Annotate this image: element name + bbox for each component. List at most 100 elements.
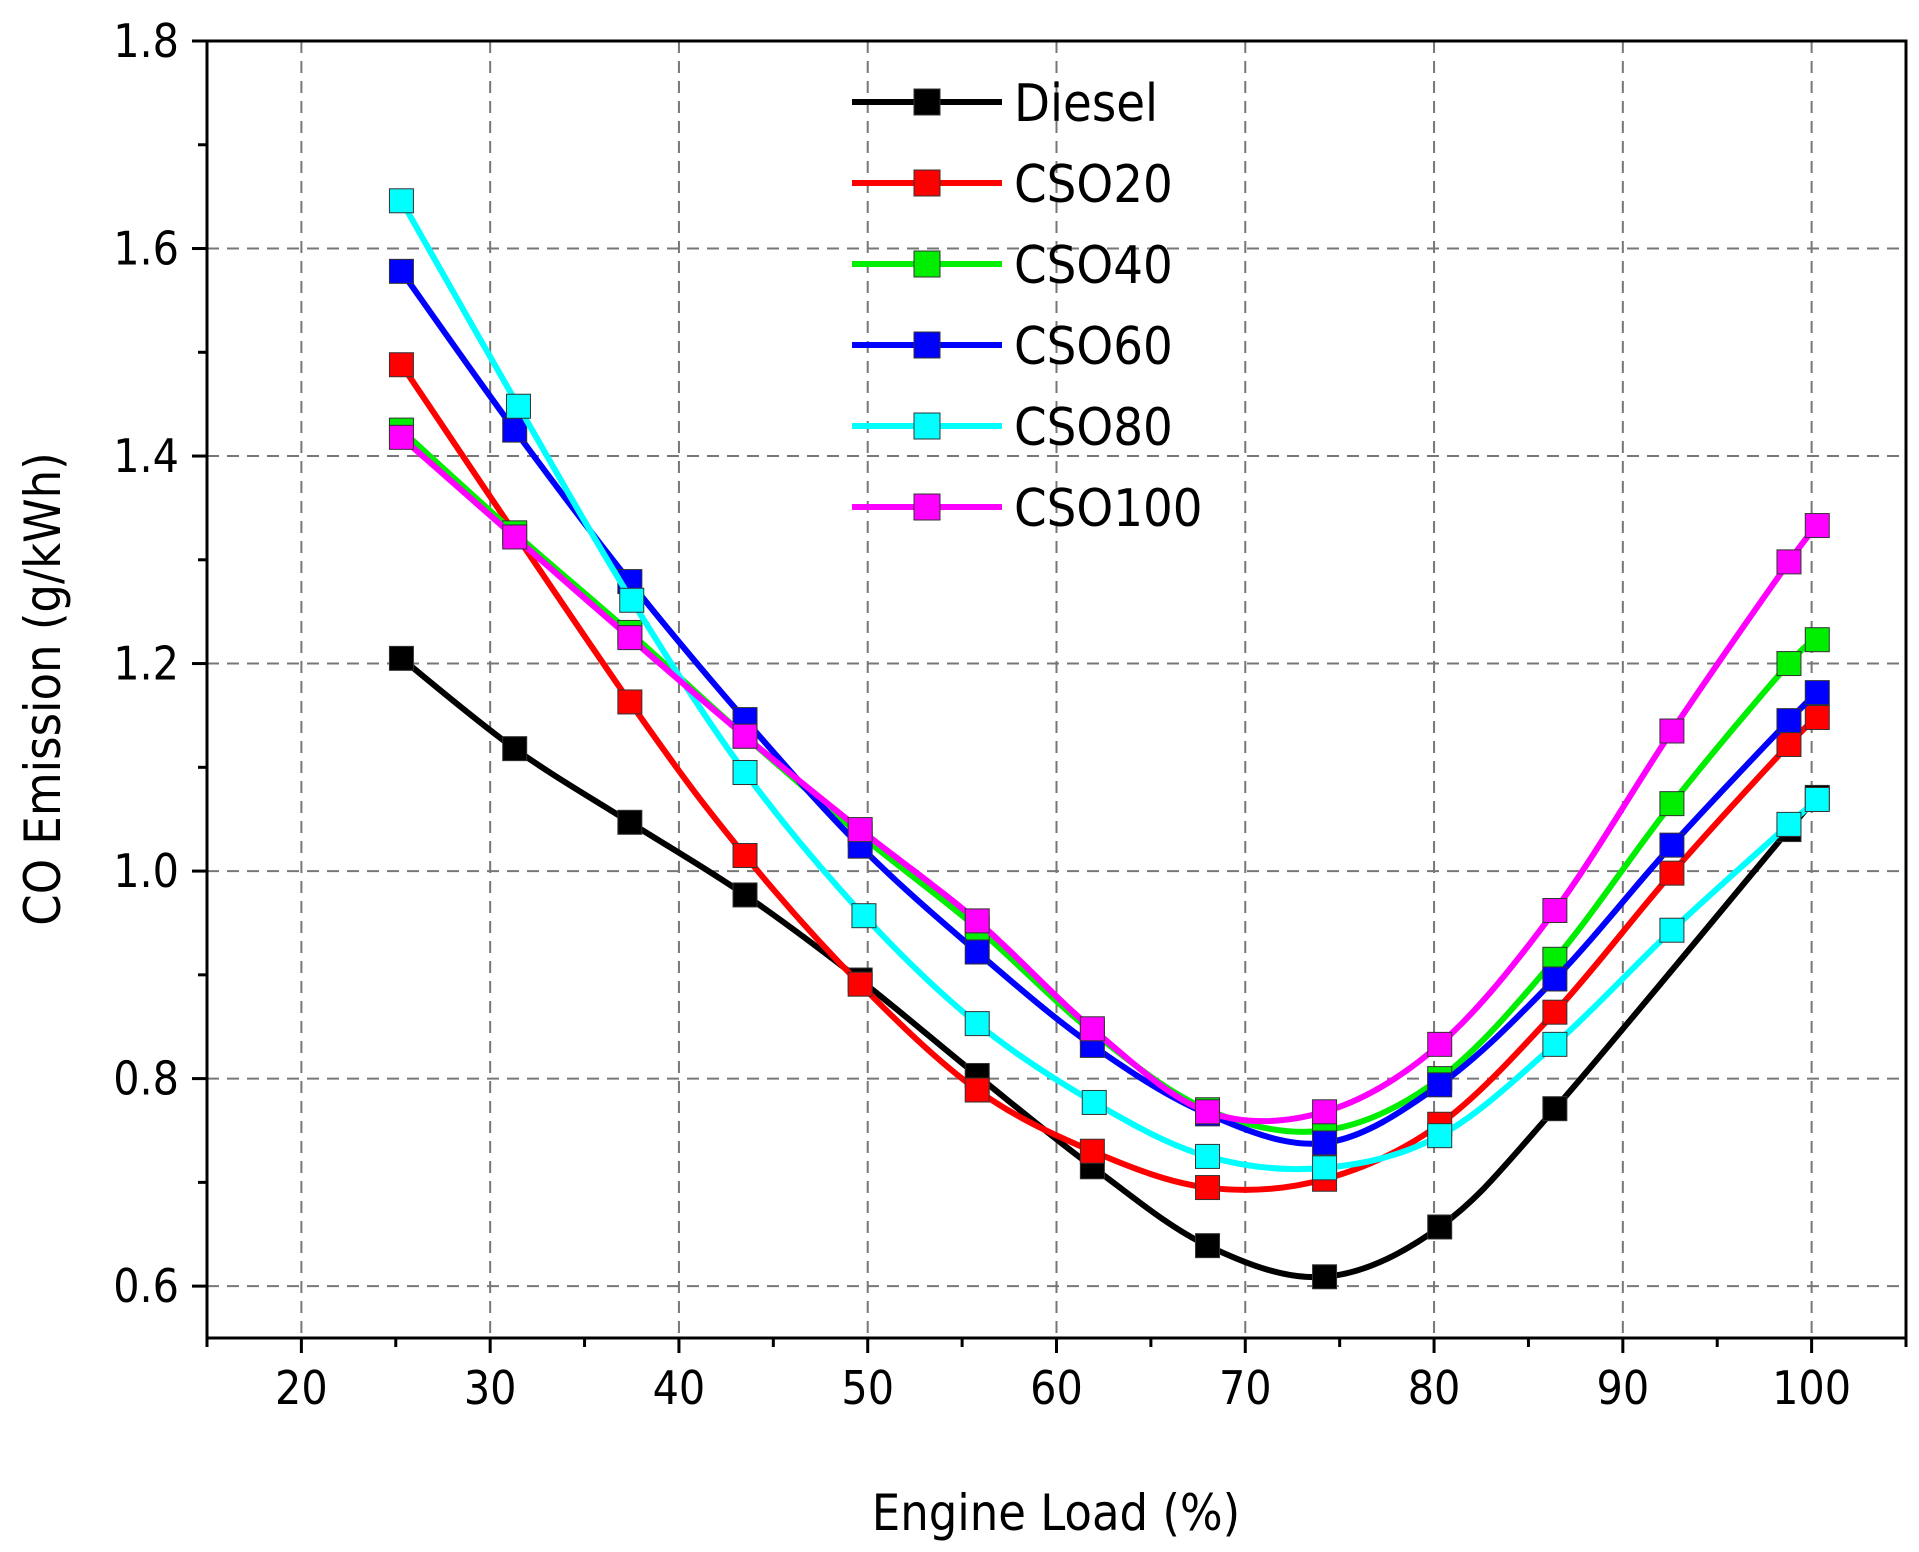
data-point-cso80: [964, 1011, 990, 1037]
data-point-diesel: [502, 736, 528, 762]
y-tick-label: 1.6: [113, 222, 179, 276]
data-point-cso100: [1312, 1099, 1338, 1125]
data-point-cso100: [1804, 513, 1830, 539]
x-tick-label: 90: [1597, 1361, 1650, 1415]
data-point-cso80: [1312, 1155, 1338, 1181]
data-point-cso100: [1659, 718, 1685, 744]
data-point-cso80: [1776, 811, 1802, 837]
data-point-cso100: [1079, 1016, 1105, 1042]
data-point-cso80: [1427, 1123, 1453, 1149]
data-point-cso60: [502, 417, 528, 443]
axis-ticks: 20 30 40 50 60 70 80 90 100 0.6 0.8 1.0 1.2 1.4 1.6 1.8: [113, 14, 1908, 1415]
series-cso100: [388, 424, 1830, 1125]
legend-label-cso100: CSO100: [1014, 479, 1202, 539]
data-point-cso20: [732, 843, 758, 869]
data-point-cso40: [1804, 627, 1830, 653]
legend-marker-cso40: [913, 250, 941, 278]
legend-item-cso20: CSO20: [852, 155, 1173, 215]
legend-label-diesel: Diesel: [1014, 74, 1158, 134]
legend-marker-cso80: [913, 412, 941, 440]
x-tick-label: 60: [1030, 1361, 1083, 1415]
data-point-cso20: [847, 971, 873, 997]
data-point-cso100: [964, 908, 990, 934]
data-point-cso20: [617, 689, 643, 715]
data-point-cso60: [1542, 966, 1568, 992]
series-cso80: [388, 188, 1830, 1181]
legend-label-cso60: CSO60: [1014, 317, 1173, 377]
data-point-diesel: [1427, 1214, 1453, 1240]
y-tick-label: 1.2: [113, 637, 179, 691]
x-tick-label: 20: [275, 1361, 328, 1415]
data-point-cso20: [964, 1077, 990, 1103]
data-point-cso80: [619, 587, 645, 613]
data-point-cso100: [732, 723, 758, 749]
data-point-cso60: [1427, 1072, 1453, 1098]
data-point-diesel: [1195, 1233, 1221, 1259]
y-tick-label: 1.4: [113, 429, 179, 483]
series-layer: [388, 188, 1830, 1290]
data-point-cso100: [1427, 1031, 1453, 1057]
legend: Diesel CSO20 CSO40 CSO60 CSO80 CSO100: [852, 74, 1202, 539]
y-tick-label: 0.6: [113, 1259, 179, 1313]
legend-label-cso80: CSO80: [1014, 398, 1173, 458]
data-point-cso60: [388, 258, 414, 284]
x-tick-label: 50: [841, 1361, 894, 1415]
series-cso20: [388, 352, 1830, 1201]
legend-label-cso40: CSO40: [1014, 236, 1173, 296]
data-point-cso20: [388, 352, 414, 378]
data-point-diesel: [388, 645, 414, 671]
data-point-cso80: [732, 760, 758, 786]
x-axis-title: Engine Load (%): [872, 1484, 1240, 1542]
data-point-diesel: [1542, 1096, 1568, 1122]
y-tick-label: 1.0: [113, 844, 179, 898]
data-point-cso60: [1659, 832, 1685, 858]
data-point-cso20: [1659, 860, 1685, 886]
data-point-cso20: [1079, 1138, 1105, 1164]
data-point-cso100: [1776, 549, 1802, 575]
data-point-cso60: [1312, 1130, 1338, 1156]
data-point-cso100: [1195, 1099, 1221, 1125]
legend-marker-cso60: [913, 331, 941, 359]
legend-item-cso100: CSO100: [852, 479, 1202, 539]
data-point-cso80: [1195, 1143, 1221, 1169]
y-tick-label: 1.8: [113, 14, 179, 68]
x-tick-label: 70: [1219, 1361, 1272, 1415]
legend-item-cso60: CSO60: [852, 317, 1173, 377]
data-point-cso80: [1804, 786, 1830, 812]
data-point-cso80: [1081, 1089, 1107, 1115]
data-point-cso100: [502, 524, 528, 550]
data-point-cso80: [1542, 1031, 1568, 1057]
x-tick-label: 80: [1408, 1361, 1461, 1415]
data-point-diesel: [732, 882, 758, 908]
data-point-cso80: [1659, 917, 1685, 943]
data-point-cso100: [617, 625, 643, 651]
data-point-cso100: [388, 424, 414, 450]
legend-item-diesel: Diesel: [852, 74, 1158, 134]
legend-marker-cso100: [913, 493, 941, 521]
legend-label-cso20: CSO20: [1014, 155, 1173, 215]
x-tick-label: 100: [1772, 1361, 1851, 1415]
data-point-cso80: [388, 188, 414, 214]
data-point-cso40: [1776, 651, 1802, 677]
data-point-cso100: [1542, 898, 1568, 924]
data-point-diesel: [1312, 1264, 1338, 1290]
y-axis-title: CO Emission (g/kWh): [14, 452, 72, 925]
series-line-cso20: [398, 361, 1821, 1193]
legend-item-cso80: CSO80: [852, 398, 1173, 458]
data-point-cso80: [851, 903, 877, 929]
data-point-cso20: [1804, 705, 1830, 731]
data-point-cso60: [1776, 708, 1802, 734]
data-point-cso40: [1659, 791, 1685, 817]
data-point-cso60: [964, 939, 990, 965]
data-point-cso20: [1542, 999, 1568, 1025]
legend-marker-diesel: [913, 88, 941, 116]
legend-marker-cso20: [913, 169, 941, 197]
data-point-diesel: [617, 809, 643, 835]
x-tick-label: 30: [464, 1361, 517, 1415]
data-point-cso80: [505, 393, 531, 419]
data-point-cso100: [847, 817, 873, 843]
data-point-cso20: [1776, 731, 1802, 757]
data-point-cso60: [1804, 680, 1830, 706]
